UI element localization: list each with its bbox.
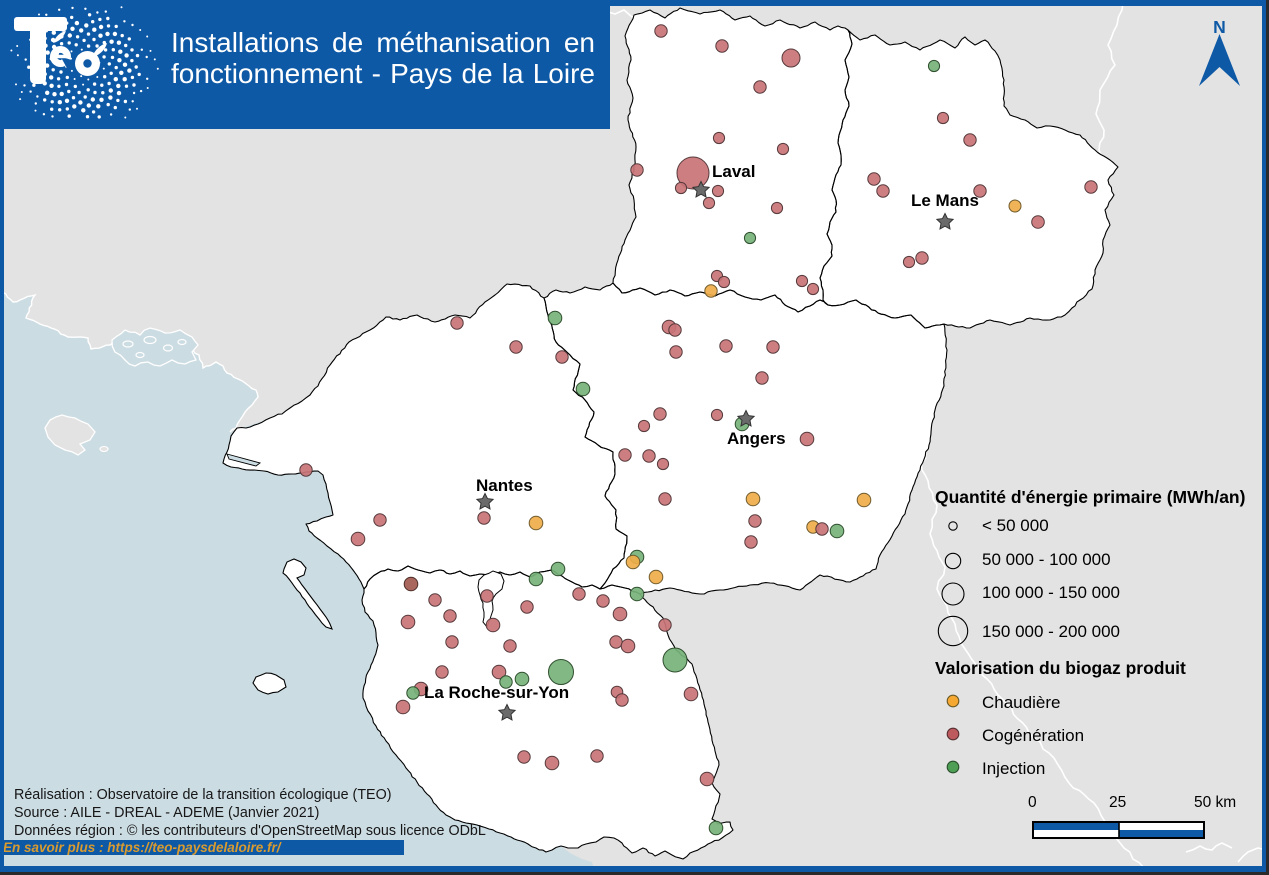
svg-text:La Roche-sur-Yon: La Roche-sur-Yon [424,683,569,702]
svg-text:N: N [1213,17,1226,37]
svg-text:Laval: Laval [712,162,755,181]
svg-text:Angers: Angers [727,429,786,448]
svg-text:Le Mans: Le Mans [911,191,979,210]
svg-text:Nantes: Nantes [476,476,533,495]
